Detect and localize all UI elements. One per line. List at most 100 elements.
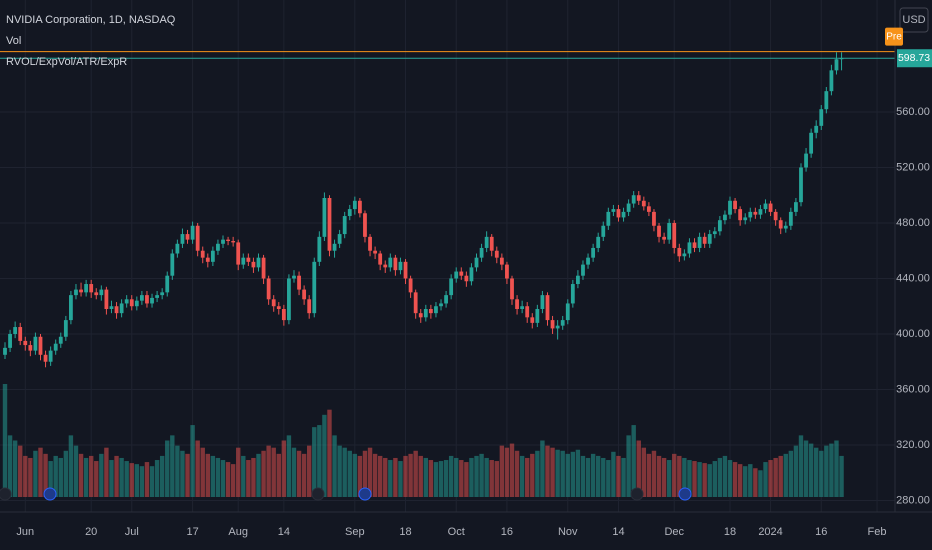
candle-body xyxy=(74,289,78,296)
volume-bar xyxy=(154,460,160,497)
candle-body xyxy=(839,58,844,60)
volume-bar xyxy=(159,455,165,497)
candle-body xyxy=(89,284,94,293)
dividend-marker[interactable] xyxy=(43,487,57,501)
volume-bar xyxy=(839,455,844,497)
volume-bar xyxy=(753,468,758,497)
volume-bar xyxy=(236,447,241,497)
currency-button[interactable] xyxy=(899,7,929,33)
volume-bar xyxy=(281,440,287,497)
volume-bar xyxy=(651,450,657,497)
volume-bar xyxy=(717,457,723,497)
candle-body xyxy=(403,261,408,279)
volume-bar xyxy=(114,455,119,497)
x-tick-label: Jul xyxy=(125,526,139,538)
currency-label[interactable]: USD xyxy=(902,14,925,26)
volume-bar xyxy=(814,447,819,497)
volume-bar xyxy=(768,460,773,497)
candle-body xyxy=(216,243,220,251)
volume-bar xyxy=(175,445,180,497)
indicator-label: RVOL/ExpVol/ATR/ExpR xyxy=(6,56,127,68)
candle-body xyxy=(657,225,661,237)
volume-bar xyxy=(712,461,717,497)
candle-body xyxy=(180,234,185,244)
volume-bar xyxy=(393,457,398,497)
candle-body xyxy=(439,303,443,307)
candle-body xyxy=(606,211,611,226)
candle-body xyxy=(753,211,758,215)
x-tick-label: Dec xyxy=(664,526,684,538)
chart-title: NVIDIA Corporation, 1D, NASDAQ xyxy=(6,14,176,26)
candle-body xyxy=(768,203,773,212)
candle-body xyxy=(535,309,540,323)
volume-bar xyxy=(291,447,297,497)
volume-bar xyxy=(124,461,129,497)
candle-body xyxy=(58,336,63,344)
candle-body xyxy=(677,247,682,257)
earnings-marker[interactable] xyxy=(630,487,644,501)
candle-body xyxy=(363,213,367,237)
y-tick-label: 440.00 xyxy=(896,272,930,284)
candle-body xyxy=(565,303,570,321)
candle-body xyxy=(28,345,33,351)
earnings-marker[interactable] xyxy=(0,487,12,501)
volume-bar xyxy=(195,440,200,497)
volume-bar xyxy=(241,455,246,497)
volume-bar xyxy=(134,464,140,497)
volume-bar xyxy=(18,445,23,497)
candle-body xyxy=(788,211,793,226)
candle-body xyxy=(804,153,808,168)
candle-body xyxy=(139,295,144,301)
candle-body xyxy=(18,327,23,341)
candle-body xyxy=(591,247,596,258)
candle-body xyxy=(799,167,803,203)
volume-bar xyxy=(494,461,499,497)
volume-bar xyxy=(595,455,601,497)
candle-body xyxy=(434,306,438,314)
y-tick-label: 520.00 xyxy=(896,161,930,173)
volume-bar xyxy=(737,464,743,497)
volume-bar xyxy=(798,435,804,497)
candle-body xyxy=(271,299,276,307)
volume-bar xyxy=(367,447,373,497)
volume-bar xyxy=(423,457,429,497)
volume-bar xyxy=(550,447,555,497)
volume-bar xyxy=(479,453,484,497)
y-tick-label: 320.00 xyxy=(896,439,930,451)
dividend-marker[interactable] xyxy=(358,487,372,501)
volume-bar xyxy=(819,450,824,497)
volume-bar xyxy=(332,435,337,497)
volume-bar xyxy=(23,455,28,497)
candle-body xyxy=(652,211,656,226)
volume-bar xyxy=(119,457,124,497)
x-tick-label: 18 xyxy=(399,526,411,538)
dividend-marker[interactable] xyxy=(678,487,692,501)
volume-bar xyxy=(383,457,388,497)
candle-body xyxy=(231,241,236,243)
candle-body xyxy=(236,242,241,265)
volume-bar xyxy=(732,462,738,497)
volume-bar xyxy=(570,451,576,497)
candle-body xyxy=(358,200,362,214)
volume-bar xyxy=(803,440,809,497)
volume-bar xyxy=(580,455,586,497)
candle-body xyxy=(352,200,357,210)
x-tick-label: Sep xyxy=(345,526,365,538)
candle-body xyxy=(241,257,246,265)
volume-bar xyxy=(413,450,418,497)
volume-bar xyxy=(78,453,84,497)
candle-body xyxy=(636,195,641,201)
y-tick-label: 400.00 xyxy=(896,328,930,340)
volume-bar xyxy=(631,425,636,497)
indicator-label: Vol xyxy=(6,35,21,47)
y-tick-label: 560.00 xyxy=(896,106,930,118)
candle-body xyxy=(449,278,454,296)
earnings-marker[interactable] xyxy=(311,487,325,501)
candle-body xyxy=(38,336,43,355)
candle-body xyxy=(672,222,677,248)
candle-body xyxy=(616,209,621,218)
candle-body xyxy=(809,132,814,154)
volume-bar xyxy=(702,463,707,497)
candle-body xyxy=(712,231,717,235)
